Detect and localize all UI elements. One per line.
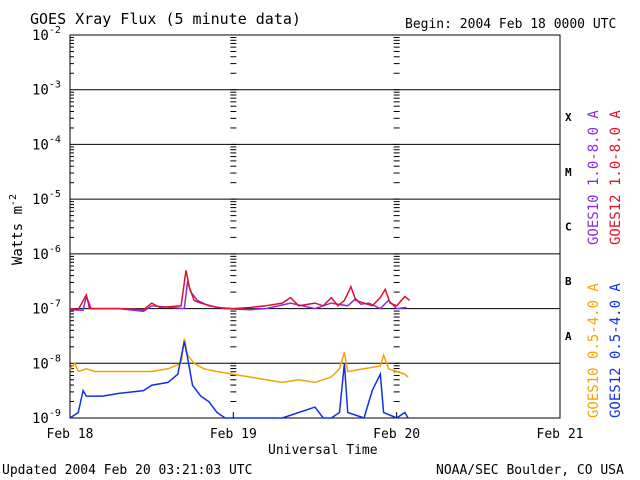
x-tick-label: Feb 21: [537, 427, 584, 442]
begin-label: Begin: 2004 Feb 18 0000 UTC: [405, 17, 616, 32]
series-line-g10_short: [69, 338, 409, 384]
y-tick-label: 10-7: [32, 299, 61, 318]
grid: [70, 37, 560, 419]
y-tick-label: 10-2: [32, 25, 61, 44]
plot-frame: [69, 34, 561, 419]
flare-class-label: X: [565, 111, 572, 124]
x-axis-label: Universal Time: [268, 443, 378, 458]
legend-entry: GOES12 0.5-4.0 A: [608, 283, 624, 418]
flare-class-label: A: [565, 330, 572, 343]
y-tick-label: 10-6: [32, 244, 61, 263]
series-line-g10_long: [69, 280, 407, 313]
y-tick-label: 10-9: [32, 408, 61, 427]
y-tick-label: 10-3: [32, 80, 61, 99]
y-tick-label: 10-4: [32, 134, 61, 153]
legend-entry: GOES10 1.0-8.0 A: [586, 110, 602, 245]
flare-class-label: B: [565, 275, 572, 288]
series-line-g12_long: [69, 270, 411, 311]
x-tick-label: Feb 20: [373, 427, 420, 442]
x-tick-labels: Feb 18 Feb 19 Feb 20 Feb 21: [47, 412, 584, 442]
x-tick-label: Feb 18: [47, 427, 94, 442]
flare-class-label: C: [565, 221, 572, 234]
y-tick-label: 10-8: [32, 353, 61, 372]
flare-class-label: M: [565, 166, 572, 179]
y-axis-label: Watts m-2: [8, 194, 26, 265]
series-line-g12_short: [69, 341, 409, 419]
y-tick-labels: 10-2 10-3 10-4 10-5 10-6 10-7 10-8 10-9: [32, 25, 61, 427]
legend-entry: GOES12 1.0-8.0 A: [608, 110, 624, 245]
y-tick-label: 10-5: [32, 189, 61, 208]
source-credit: NOAA/SEC Boulder, CO USA: [436, 463, 624, 478]
flare-class-labels: X M C B A: [565, 111, 572, 343]
legend-entry: GOES10 0.5-4.0 A: [586, 283, 602, 418]
updated-timestamp: Updated 2004 Feb 20 03:21:03 UTC: [2, 463, 252, 478]
chart-title: GOES Xray Flux (5 minute data): [30, 10, 301, 28]
series-group: [69, 270, 411, 419]
x-tick-label: Feb 19: [210, 427, 257, 442]
legend: GOES10 1.0-8.0 A GOES12 1.0-8.0 A GOES10 0…: [586, 110, 624, 418]
